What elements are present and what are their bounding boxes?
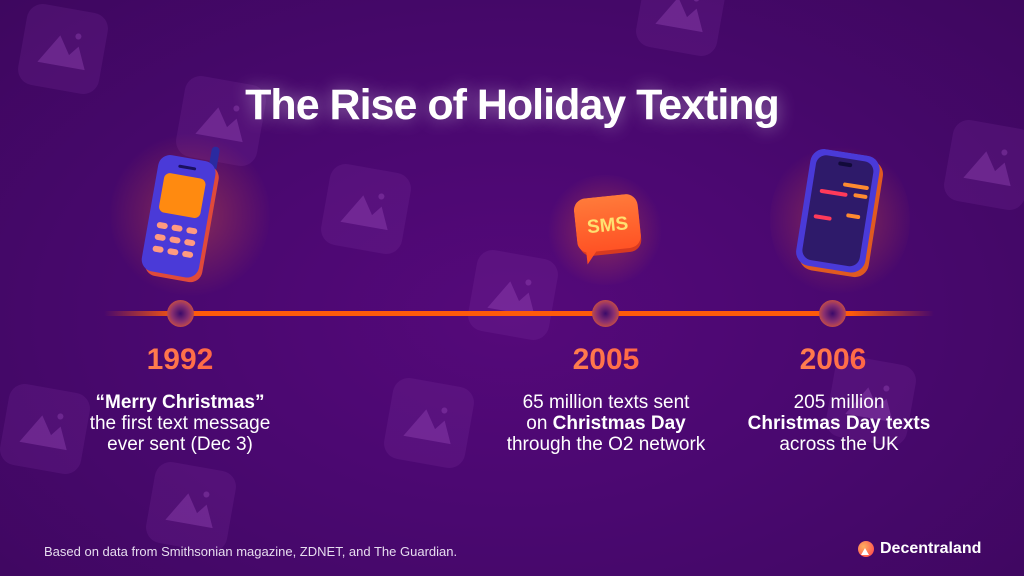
smartphone-icon bbox=[790, 147, 887, 287]
background-tile bbox=[823, 353, 919, 449]
event-line: through the O2 network bbox=[506, 434, 706, 455]
sms-bubble-icon: SMS bbox=[573, 193, 648, 284]
background-tile bbox=[143, 459, 239, 555]
background-tile bbox=[0, 381, 93, 477]
background-tile bbox=[465, 247, 561, 343]
event-highlight: “Merry Christmas” bbox=[95, 392, 265, 413]
page-title: The Rise of Holiday Texting bbox=[245, 80, 780, 129]
source-note: Based on data from Smithsonian magazine,… bbox=[44, 544, 458, 559]
flip-phone-icon bbox=[136, 137, 230, 292]
event-year-1992: 1992 bbox=[60, 343, 300, 377]
event-highlight: Christmas Day texts bbox=[747, 413, 931, 434]
timeline-line bbox=[104, 311, 934, 316]
sms-icon-text: SMS bbox=[586, 213, 629, 238]
event-description-2005: 65 million texts sent on Christmas Day t… bbox=[466, 392, 746, 455]
event-year-2006: 2006 bbox=[713, 343, 953, 377]
event-line: 65 million texts sent bbox=[522, 392, 690, 413]
background-tile bbox=[633, 0, 729, 59]
event-line: the first text message bbox=[89, 413, 271, 434]
event-description-2006: 205 million Christmas Day texts across t… bbox=[699, 392, 979, 455]
event-year-2005: 2005 bbox=[486, 343, 726, 377]
background-tile bbox=[318, 161, 414, 257]
background-tile bbox=[381, 375, 477, 471]
event-line: 205 million bbox=[793, 392, 885, 413]
timeline-marker-2006 bbox=[819, 300, 846, 327]
brand-logo: Decentraland bbox=[858, 540, 981, 558]
background-tile bbox=[941, 117, 1024, 213]
event-line: across the UK bbox=[779, 434, 899, 455]
timeline-marker-1992 bbox=[167, 300, 194, 327]
background-tile bbox=[15, 1, 111, 97]
event-line: ever sent (Dec 3) bbox=[107, 434, 253, 455]
decentraland-logo-icon bbox=[858, 541, 874, 557]
event-highlight: Christmas Day bbox=[552, 413, 686, 434]
event-line-prefix: on bbox=[526, 413, 553, 434]
brand-name: Decentraland bbox=[880, 540, 982, 557]
timeline-marker-2005 bbox=[592, 300, 619, 327]
event-description-1992: “Merry Christmas” the first text message… bbox=[40, 392, 320, 455]
background-tile bbox=[173, 73, 269, 169]
